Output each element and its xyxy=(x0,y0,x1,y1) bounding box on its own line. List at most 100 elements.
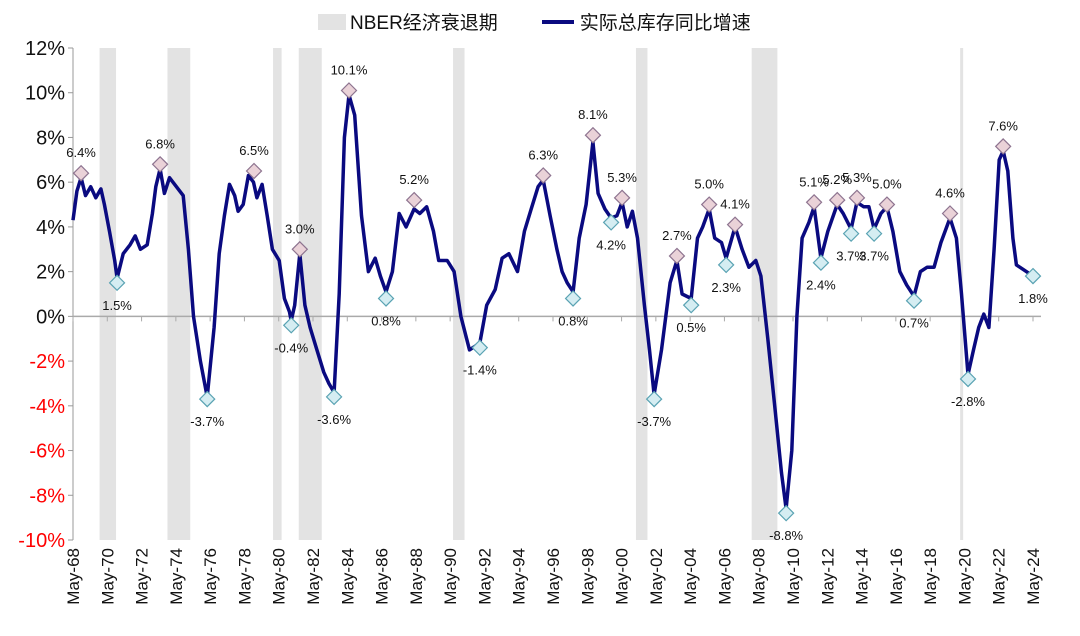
data-label: 3.7% xyxy=(836,249,866,264)
data-label: 2.4% xyxy=(806,278,836,293)
y-tick-label: 12% xyxy=(25,38,65,60)
x-tick-label: May-10 xyxy=(784,548,803,605)
x-tick-label: May-82 xyxy=(304,548,323,605)
peak-marker xyxy=(405,191,423,209)
y-tick-label: -4% xyxy=(29,396,65,418)
x-tick-label: May-86 xyxy=(373,548,392,605)
trough-marker xyxy=(905,292,923,310)
trough-marker xyxy=(602,214,620,231)
peak-marker xyxy=(700,196,718,213)
peak-marker xyxy=(828,191,846,209)
data-label: 6.3% xyxy=(528,147,558,162)
y-tick-label: -6% xyxy=(29,441,65,463)
x-tick-label: May-90 xyxy=(441,548,460,605)
x-tick-label: May-20 xyxy=(955,548,974,605)
trough-marker xyxy=(108,274,126,292)
legend-recession-label: NBER经济衰退期 xyxy=(350,13,498,34)
trough-marker xyxy=(865,225,883,242)
x-tick-label: May-84 xyxy=(338,548,357,605)
legend-recession-swatch xyxy=(318,13,346,30)
x-tick-label: May-72 xyxy=(133,548,152,605)
data-label: -8.8% xyxy=(769,528,803,543)
data-label: 6.5% xyxy=(239,143,269,158)
peak-marker xyxy=(291,240,309,258)
x-tick-label: May-12 xyxy=(818,548,837,605)
peak-marker xyxy=(72,164,90,182)
peak-marker xyxy=(584,126,602,144)
x-tick-label: May-80 xyxy=(270,548,289,605)
data-label: -3.6% xyxy=(317,412,351,427)
trough-marker xyxy=(645,390,663,408)
data-label: 8.1% xyxy=(578,107,608,122)
peak-marker xyxy=(941,205,959,222)
peak-marker xyxy=(848,189,866,207)
peak-marker xyxy=(668,247,686,265)
series-line xyxy=(71,93,1034,511)
x-tick-label: May-76 xyxy=(201,548,220,605)
y-tick-label: -2% xyxy=(29,351,65,373)
data-label: 10.1% xyxy=(331,62,368,77)
trough-marker xyxy=(959,370,977,388)
data-label: 1.5% xyxy=(102,298,132,313)
recession-band xyxy=(298,48,322,540)
y-tick-label: 0% xyxy=(36,306,65,328)
data-label: 1.8% xyxy=(1018,291,1048,306)
x-tick-label: May-92 xyxy=(475,548,494,605)
peak-marker xyxy=(994,138,1012,155)
data-label: -1.4% xyxy=(463,363,497,378)
recession-band xyxy=(273,48,282,540)
peak-marker xyxy=(878,196,896,213)
trough-marker xyxy=(812,254,830,272)
x-tick-label: May-98 xyxy=(578,548,597,605)
legend-series-swatch xyxy=(541,19,574,24)
peak-marker xyxy=(726,216,744,234)
trough-marker xyxy=(842,225,860,242)
trough-marker xyxy=(198,390,216,408)
y-tick-label: -8% xyxy=(29,485,65,507)
peak-marker xyxy=(340,82,358,99)
peak-marker xyxy=(245,162,263,180)
peak-marker xyxy=(613,189,631,207)
legend: NBER经济衰退期 实际总库存同比增速 xyxy=(318,8,751,35)
trough-marker xyxy=(717,256,735,274)
data-label: 4.6% xyxy=(935,185,965,200)
x-tick-label: May-00 xyxy=(613,548,632,605)
data-label: 6.8% xyxy=(145,136,175,151)
data-label: 2.7% xyxy=(662,228,692,243)
trough-marker xyxy=(471,339,489,357)
data-label: 3.0% xyxy=(285,221,315,236)
trough-marker xyxy=(564,290,582,307)
recession-band xyxy=(167,48,191,540)
x-tick-label: May-04 xyxy=(681,548,700,605)
data-label: 5.0% xyxy=(872,177,902,192)
x-tick-label: May-02 xyxy=(647,548,666,605)
data-label: 5.2% xyxy=(822,172,852,187)
data-label: -3.7% xyxy=(190,414,224,429)
data-label: 5.1% xyxy=(799,174,829,189)
data-label: 6.4% xyxy=(66,145,96,160)
y-tick-label: 10% xyxy=(25,83,65,105)
y-tick-label: 8% xyxy=(36,127,65,149)
x-tick-label: May-22 xyxy=(990,548,1009,605)
data-label: 0.5% xyxy=(676,320,706,335)
x-tick-label: May-14 xyxy=(853,548,872,605)
trough-marker xyxy=(777,504,795,522)
trough-marker xyxy=(325,388,343,406)
legend-series-label: 实际总库存同比增速 xyxy=(579,13,751,34)
data-label: 5.3% xyxy=(842,170,872,185)
y-tick-label: -10% xyxy=(18,530,65,552)
trough-marker xyxy=(377,290,395,307)
x-tick-label: May-94 xyxy=(510,548,529,605)
x-tick-label: May-06 xyxy=(715,548,734,605)
data-label: 0.8% xyxy=(371,313,401,328)
y-tick-label: 6% xyxy=(36,172,65,194)
data-label: 5.0% xyxy=(694,177,724,192)
trough-marker xyxy=(1024,267,1042,285)
y-tick-label: 4% xyxy=(36,217,65,239)
peak-marker xyxy=(805,193,823,211)
data-label: 2.3% xyxy=(711,280,741,295)
data-label: 7.6% xyxy=(988,118,1018,133)
data-label: 4.1% xyxy=(720,197,750,212)
